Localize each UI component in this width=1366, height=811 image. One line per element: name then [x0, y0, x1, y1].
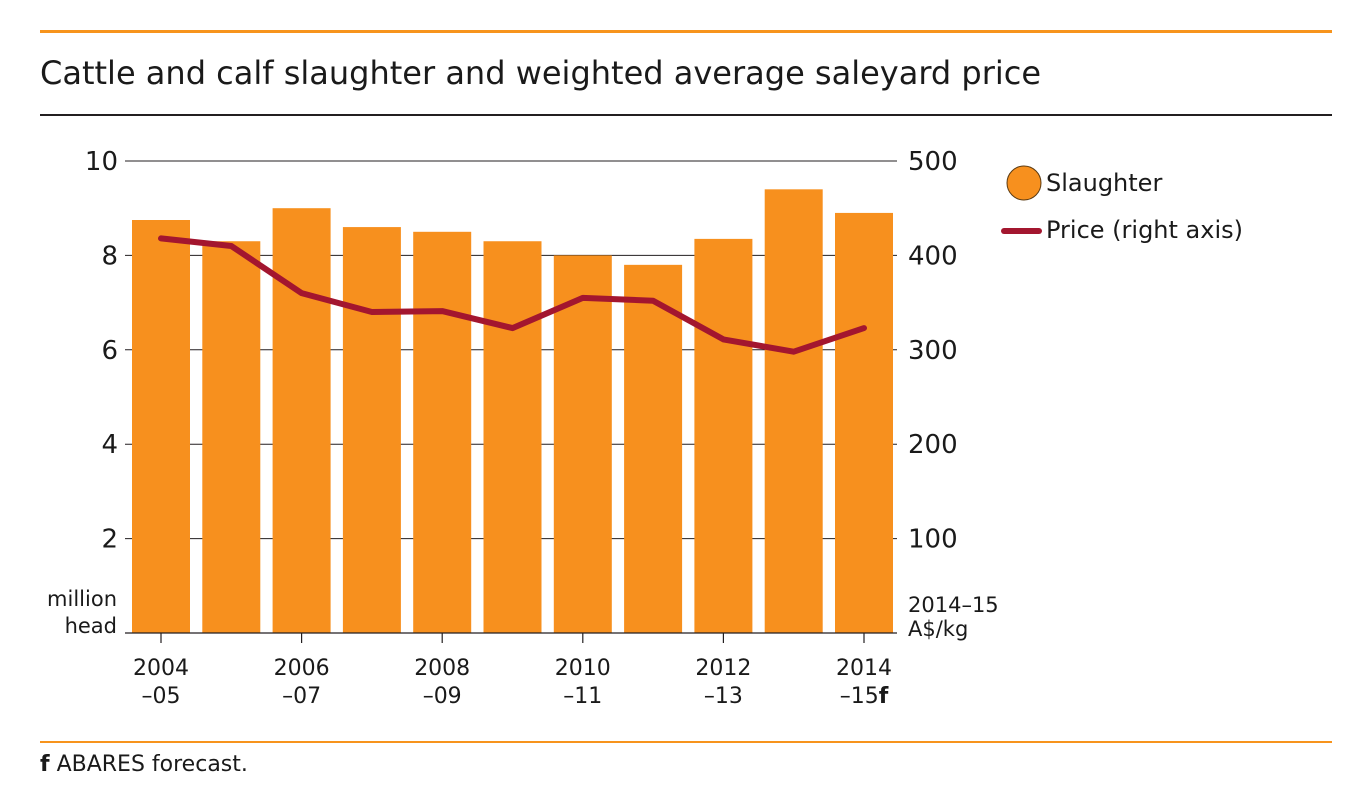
bottom-rule: [40, 741, 1332, 743]
legend: Slaughter Price (right axis): [1001, 165, 1243, 244]
x-tick-label-year: 2008: [414, 656, 470, 681]
slaughter-bar: [553, 255, 612, 633]
x-tick-label-year: 2010: [555, 656, 611, 681]
x-tick-label-forecast-marker: f: [879, 684, 889, 709]
y-right-tick-label: 500: [908, 147, 958, 177]
y-left-unit-line1: million: [47, 587, 117, 611]
slaughter-bars: [132, 189, 893, 634]
y-right-tick-label: 300: [908, 336, 958, 366]
slaughter-bar: [342, 227, 401, 633]
x-tick-label-span: –11: [563, 684, 602, 709]
x-tick-label-span: –09: [423, 684, 462, 709]
legend-label-slaughter: Slaughter: [1046, 169, 1162, 197]
slaughter-bar: [694, 238, 753, 633]
x-tick-label-year: 2004: [133, 656, 189, 681]
x-tick-label-year: 2014: [836, 656, 892, 681]
x-tick-label-year: 2006: [274, 656, 330, 681]
x-tick-label-span-text: –07: [282, 684, 321, 709]
price-line: [158, 235, 867, 355]
y-left-unit-line2: head: [65, 614, 117, 638]
y-left-tick-label: 6: [101, 336, 118, 366]
y-left-tick-label: 2: [101, 525, 118, 555]
x-tick-label-span-text: –11: [563, 684, 602, 709]
y-right-unit-line1: 2014–15: [908, 593, 999, 617]
legend-label-price: Price (right axis): [1046, 216, 1243, 244]
x-tick-label-span: –15f: [840, 684, 889, 709]
slaughter-bar: [835, 212, 893, 634]
axes: 246810100200300400500millionhead2014–15A…: [47, 147, 999, 709]
x-tick-label-span-text: –15: [840, 684, 879, 709]
x-tick-label-span: –07: [282, 684, 321, 709]
slaughter-bar: [413, 231, 472, 634]
slaughter-bar: [483, 241, 542, 634]
y-left-tick-label: 10: [85, 147, 118, 177]
x-tick-label-year: 2012: [695, 656, 751, 681]
x-tick-label-span-text: –05: [142, 684, 181, 709]
footnote-marker: f: [40, 752, 50, 777]
y-right-tick-label: 100: [908, 525, 958, 555]
slaughter-bar: [272, 208, 331, 633]
y-right-tick-label: 400: [908, 241, 958, 271]
chart-title: Cattle and calf slaughter and weighted a…: [40, 54, 1042, 92]
y-right-tick-label: 200: [908, 430, 958, 460]
x-tick-label-span-text: –13: [704, 684, 743, 709]
price-line-layer: [158, 235, 867, 355]
y-right-unit-line2: A$/kg: [908, 617, 968, 641]
top-rule: [40, 30, 1332, 33]
footnote-text: ABARES forecast.: [56, 752, 248, 777]
x-tick-label-span: –13: [704, 684, 743, 709]
x-tick-label-span-text: –09: [423, 684, 462, 709]
y-left-tick-label: 4: [101, 430, 118, 460]
y-left-tick-label: 8: [101, 241, 118, 271]
legend-swatch-slaughter: [1006, 165, 1042, 201]
slaughter-bar: [132, 220, 190, 633]
footnote: f ABARES forecast.: [40, 752, 248, 777]
slaughter-bar: [202, 241, 261, 634]
chart: 246810100200300400500millionhead2014–15A…: [47, 147, 1243, 709]
title-rule: [40, 114, 1332, 116]
slaughter-bar: [624, 264, 683, 633]
x-tick-label-span: –05: [142, 684, 181, 709]
slaughter-bar: [764, 189, 823, 633]
